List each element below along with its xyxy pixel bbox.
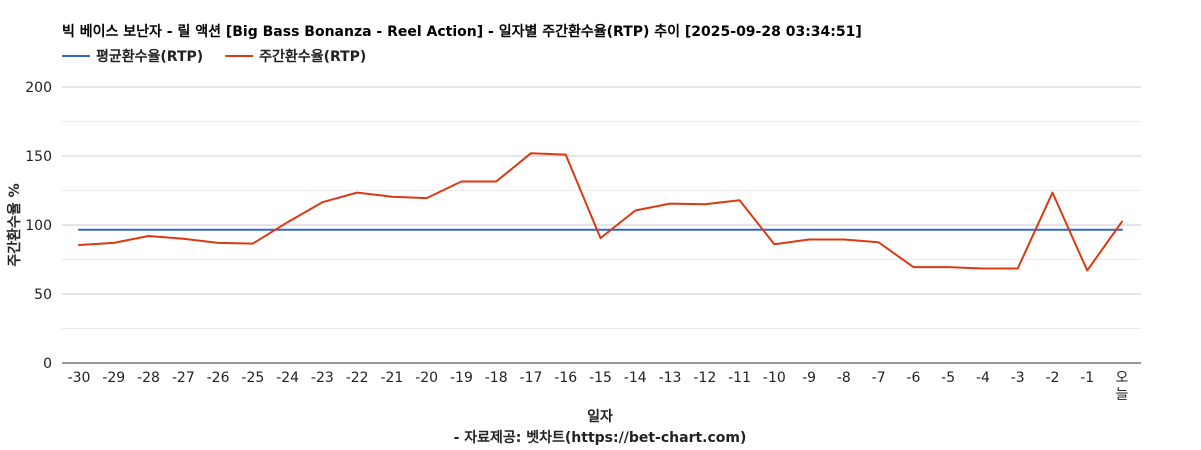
x-tick-label: -9	[802, 370, 816, 386]
x-tick-label: -26	[207, 370, 230, 386]
x-tick-label: -22	[346, 370, 369, 386]
x-tick-label: -14	[624, 370, 647, 386]
x-tick-label: -25	[241, 370, 264, 386]
gridlines	[62, 86, 1141, 364]
x-tick-label: -6	[906, 370, 920, 386]
y-tick-label: 150	[25, 149, 52, 165]
x-tick-label: -15	[589, 370, 612, 386]
x-tick-label: -21	[380, 370, 403, 386]
y-tick-label: 200	[25, 80, 52, 96]
x-tick-label: -11	[728, 370, 751, 386]
legend-label: 평균환수율(RTP)	[96, 48, 203, 65]
x-tick-label: -28	[137, 370, 160, 386]
x-tick-label: -10	[763, 370, 786, 386]
x-tick-label: -5	[941, 370, 955, 386]
x-tick-label: -19	[450, 370, 473, 386]
x-tick-label: -17	[520, 370, 543, 386]
x-tick-label: -24	[276, 370, 299, 386]
x-tick-label: -13	[659, 370, 682, 386]
x-tick-label: -18	[485, 370, 508, 386]
y-tick-label: 50	[34, 287, 52, 303]
y-tick-label: 100	[25, 218, 52, 234]
x-axis-title: 일자	[587, 409, 613, 425]
x-tick-label: -23	[311, 370, 334, 386]
x-tick-label: -27	[172, 370, 195, 386]
x-tick-label: -4	[976, 370, 990, 386]
x-axis-ticks: -30 -29 -28 -27 -26 -25 -24 -23 -22 -21 -20 -19 -18-…	[68, 370, 1129, 403]
x-tick-label: -12	[693, 370, 716, 386]
chart-title: 빅 베이스 보난자 - 릴 액션 [Big Bass Bonanza - Ree…	[62, 23, 862, 40]
x-tick-label: -3	[1011, 370, 1025, 386]
x-tick-label: -30	[68, 370, 91, 386]
x-tick-label: -29	[102, 370, 125, 386]
weekly-rtp-line	[78, 152, 1123, 272]
x-tick-label: -8	[837, 370, 851, 386]
series-lines	[78, 152, 1123, 272]
x-tick-label: -1	[1080, 370, 1094, 386]
x-tick-label: -2	[1045, 370, 1059, 386]
y-axis-title: 주간환수율 %	[6, 183, 23, 266]
source-credit: - 자료제공: 벳차트(https://bet-chart.com)	[454, 429, 747, 446]
x-tick-label: -7	[872, 370, 886, 386]
x-tick-label: -16	[554, 370, 577, 386]
legend-label: 주간환수율(RTP)	[259, 48, 366, 65]
x-tick-label: -20	[415, 370, 438, 386]
y-tick-label: 0	[43, 356, 52, 372]
y-axis-ticks: 200 150 100 50 0	[25, 80, 52, 372]
legend: 평균환수율(RTP) 주간환수율(RTP)	[62, 48, 366, 65]
